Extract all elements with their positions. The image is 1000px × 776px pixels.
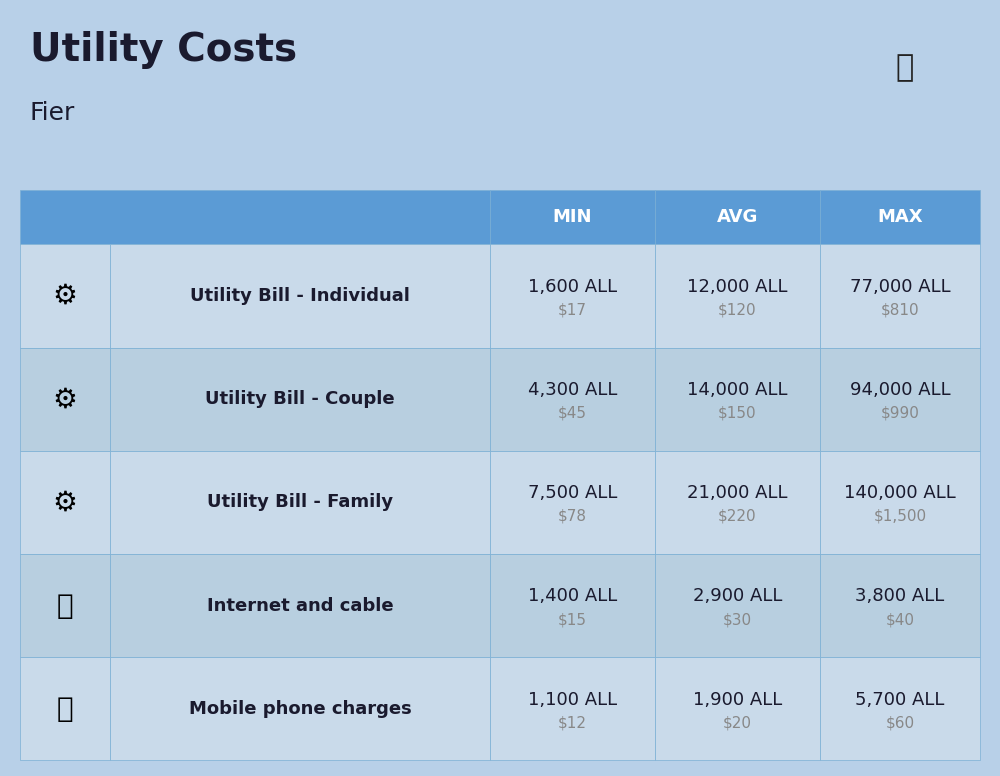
Text: 📶: 📶 [57, 591, 73, 620]
Text: $78: $78 [558, 509, 587, 524]
FancyBboxPatch shape [820, 451, 980, 554]
FancyBboxPatch shape [655, 190, 820, 244]
Text: $810: $810 [881, 303, 919, 317]
FancyBboxPatch shape [20, 657, 110, 760]
Text: 1,900 ALL: 1,900 ALL [693, 691, 782, 708]
FancyBboxPatch shape [820, 244, 980, 348]
Text: $12: $12 [558, 715, 587, 730]
Text: Mobile phone charges: Mobile phone charges [189, 700, 411, 718]
FancyBboxPatch shape [490, 657, 655, 760]
FancyBboxPatch shape [820, 657, 980, 760]
FancyBboxPatch shape [110, 657, 490, 760]
FancyBboxPatch shape [110, 451, 490, 554]
Text: 12,000 ALL: 12,000 ALL [687, 278, 788, 296]
Text: $60: $60 [885, 715, 915, 730]
Text: AVG: AVG [717, 208, 758, 227]
Text: 1,100 ALL: 1,100 ALL [528, 691, 617, 708]
Text: ⚙: ⚙ [53, 488, 77, 517]
Text: MAX: MAX [877, 208, 923, 227]
Text: $990: $990 [881, 406, 919, 421]
Text: 1,400 ALL: 1,400 ALL [528, 587, 617, 605]
Text: $20: $20 [723, 715, 752, 730]
Text: 14,000 ALL: 14,000 ALL [687, 381, 788, 399]
Text: 🦅: 🦅 [896, 54, 914, 82]
Text: $40: $40 [886, 612, 914, 627]
Text: $45: $45 [558, 406, 587, 421]
Text: 4,300 ALL: 4,300 ALL [528, 381, 617, 399]
Text: 7,500 ALL: 7,500 ALL [528, 484, 617, 502]
Text: $17: $17 [558, 303, 587, 317]
Text: 21,000 ALL: 21,000 ALL [687, 484, 788, 502]
FancyBboxPatch shape [20, 244, 110, 348]
Text: 140,000 ALL: 140,000 ALL [844, 484, 956, 502]
Text: 77,000 ALL: 77,000 ALL [850, 278, 950, 296]
FancyBboxPatch shape [820, 190, 980, 244]
Text: Utility Bill - Family: Utility Bill - Family [207, 494, 393, 511]
FancyBboxPatch shape [110, 554, 490, 657]
FancyBboxPatch shape [490, 348, 655, 451]
FancyBboxPatch shape [20, 190, 490, 244]
FancyBboxPatch shape [490, 244, 655, 348]
Text: Utility Bill - Couple: Utility Bill - Couple [205, 390, 395, 408]
FancyBboxPatch shape [655, 554, 820, 657]
Text: $1,500: $1,500 [873, 509, 927, 524]
FancyBboxPatch shape [110, 348, 490, 451]
Text: MIN: MIN [553, 208, 592, 227]
Text: Utility Bill - Individual: Utility Bill - Individual [190, 287, 410, 305]
Text: 1,600 ALL: 1,600 ALL [528, 278, 617, 296]
FancyBboxPatch shape [20, 554, 110, 657]
Text: 📱: 📱 [57, 695, 73, 723]
Text: $150: $150 [718, 406, 757, 421]
FancyBboxPatch shape [20, 451, 110, 554]
FancyBboxPatch shape [655, 348, 820, 451]
FancyBboxPatch shape [110, 244, 490, 348]
Text: $220: $220 [718, 509, 757, 524]
Text: ⚙: ⚙ [53, 385, 77, 414]
FancyBboxPatch shape [655, 451, 820, 554]
FancyBboxPatch shape [655, 657, 820, 760]
FancyBboxPatch shape [20, 348, 110, 451]
Text: Fier: Fier [30, 101, 75, 125]
Text: ⚙: ⚙ [53, 282, 77, 310]
Text: Internet and cable: Internet and cable [207, 597, 393, 615]
FancyBboxPatch shape [655, 244, 820, 348]
FancyBboxPatch shape [490, 451, 655, 554]
Text: 94,000 ALL: 94,000 ALL [850, 381, 950, 399]
Text: $15: $15 [558, 612, 587, 627]
FancyBboxPatch shape [820, 554, 980, 657]
Text: 2,900 ALL: 2,900 ALL [693, 587, 782, 605]
Text: 5,700 ALL: 5,700 ALL [855, 691, 945, 708]
Text: $30: $30 [723, 612, 752, 627]
Text: 3,800 ALL: 3,800 ALL [855, 587, 945, 605]
FancyBboxPatch shape [820, 348, 980, 451]
FancyBboxPatch shape [490, 190, 655, 244]
FancyBboxPatch shape [490, 554, 655, 657]
Text: Utility Costs: Utility Costs [30, 31, 297, 69]
Text: $120: $120 [718, 303, 757, 317]
